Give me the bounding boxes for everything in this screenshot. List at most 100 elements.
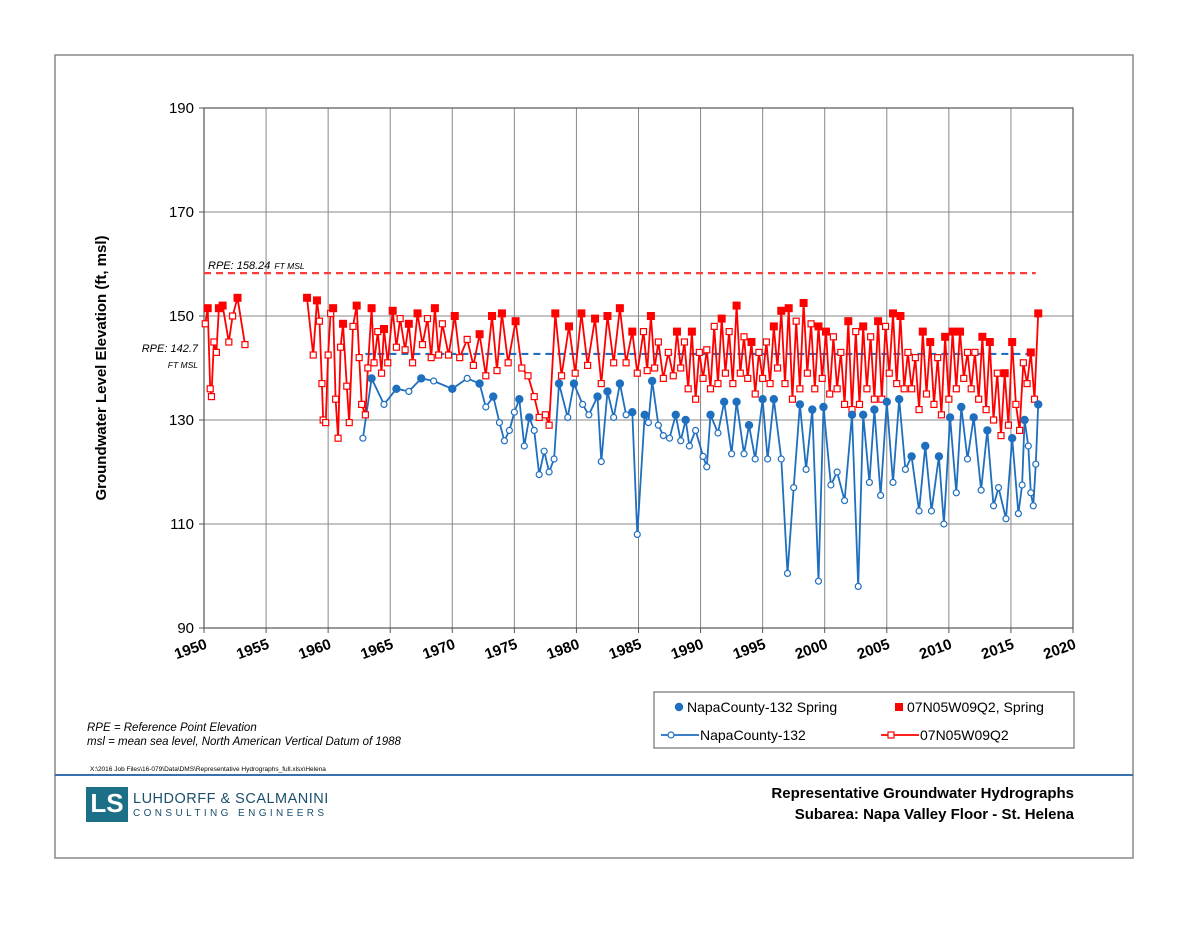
data-point bbox=[628, 327, 637, 336]
data-point bbox=[926, 338, 935, 347]
data-point bbox=[740, 450, 748, 458]
data-point bbox=[1007, 434, 1017, 443]
data-point bbox=[719, 397, 729, 406]
data-point bbox=[564, 322, 573, 331]
data-point bbox=[524, 372, 532, 380]
data-point bbox=[1026, 348, 1035, 357]
reference-label: RPE: 142.7 bbox=[142, 343, 199, 355]
data-point bbox=[489, 392, 498, 401]
data-point bbox=[448, 384, 457, 393]
data-point bbox=[540, 447, 548, 455]
data-point bbox=[889, 478, 897, 486]
data-point bbox=[818, 374, 826, 382]
data-point bbox=[985, 338, 994, 347]
logo-mark: LS bbox=[90, 788, 123, 818]
data-point bbox=[1023, 380, 1031, 388]
data-point bbox=[504, 359, 512, 367]
data-point bbox=[359, 434, 367, 442]
data-point bbox=[1012, 400, 1020, 408]
data-point bbox=[430, 304, 439, 313]
data-point bbox=[977, 486, 985, 494]
data-point bbox=[829, 333, 838, 341]
data-point bbox=[792, 317, 800, 325]
data-point bbox=[952, 489, 960, 497]
data-point bbox=[847, 410, 857, 419]
data-point bbox=[1032, 460, 1040, 468]
data-point bbox=[870, 395, 878, 403]
data-point bbox=[510, 408, 518, 416]
data-point bbox=[505, 426, 513, 434]
data-point bbox=[859, 322, 868, 331]
data-point bbox=[671, 410, 680, 419]
data-point bbox=[659, 432, 667, 440]
data-point bbox=[603, 387, 612, 396]
data-point bbox=[585, 411, 593, 419]
data-point bbox=[867, 333, 875, 341]
y-tick-label: 90 bbox=[177, 620, 194, 637]
data-point bbox=[633, 530, 641, 539]
footer-title: Representative Groundwater Hydrographs bbox=[771, 785, 1074, 802]
data-point bbox=[515, 395, 524, 404]
data-point bbox=[334, 434, 342, 442]
data-point bbox=[1027, 489, 1035, 497]
data-point bbox=[577, 309, 586, 318]
data-point bbox=[665, 434, 674, 442]
reference-label: FT MSL bbox=[168, 360, 198, 370]
data-point bbox=[937, 411, 946, 419]
data-point bbox=[530, 393, 538, 401]
data-point bbox=[545, 421, 553, 429]
data-point bbox=[525, 413, 534, 422]
data-point bbox=[717, 314, 726, 323]
data-point bbox=[699, 374, 707, 382]
data-point bbox=[615, 379, 625, 388]
data-point bbox=[677, 364, 685, 372]
data-point bbox=[956, 327, 965, 336]
data-point bbox=[497, 309, 506, 318]
data-point bbox=[1018, 481, 1026, 489]
data-point bbox=[997, 432, 1005, 440]
data-point bbox=[228, 312, 237, 320]
data-point bbox=[934, 354, 942, 362]
data-point bbox=[802, 465, 810, 473]
data-point bbox=[1029, 502, 1037, 510]
data-point bbox=[893, 380, 901, 388]
data-point bbox=[511, 317, 520, 326]
data-point bbox=[352, 301, 361, 310]
data-point bbox=[404, 319, 413, 328]
data-point bbox=[940, 520, 948, 528]
data-point bbox=[865, 478, 874, 486]
data-point bbox=[225, 338, 233, 346]
data-point bbox=[456, 354, 464, 362]
data-point bbox=[413, 309, 422, 318]
data-point bbox=[732, 301, 741, 310]
data-point bbox=[1034, 400, 1043, 409]
data-point bbox=[695, 348, 703, 356]
data-point bbox=[593, 392, 602, 401]
data-point bbox=[1002, 515, 1010, 523]
data-point bbox=[876, 491, 885, 499]
data-point bbox=[1034, 309, 1043, 318]
data-point bbox=[401, 346, 409, 354]
data-point bbox=[945, 395, 953, 403]
data-point bbox=[941, 332, 950, 341]
data-point bbox=[374, 328, 382, 336]
data-point bbox=[930, 400, 938, 408]
data-point bbox=[309, 351, 317, 359]
data-point bbox=[1000, 369, 1009, 378]
data-point bbox=[969, 413, 978, 422]
data-point bbox=[579, 400, 587, 408]
file-path: X:\2016 Job Files\16-079\Data\DMS\Repres… bbox=[90, 766, 326, 773]
data-point bbox=[659, 374, 667, 382]
data-point bbox=[551, 309, 560, 318]
legend-label: 07N05W09Q2, Spring bbox=[907, 699, 1044, 715]
data-point bbox=[591, 314, 600, 323]
data-point bbox=[784, 304, 793, 313]
data-point bbox=[218, 301, 227, 310]
data-point bbox=[1030, 395, 1039, 403]
data-point bbox=[324, 351, 332, 359]
data-point bbox=[747, 338, 756, 347]
data-point bbox=[672, 327, 681, 336]
data-point bbox=[729, 380, 737, 388]
data-point bbox=[963, 348, 972, 356]
